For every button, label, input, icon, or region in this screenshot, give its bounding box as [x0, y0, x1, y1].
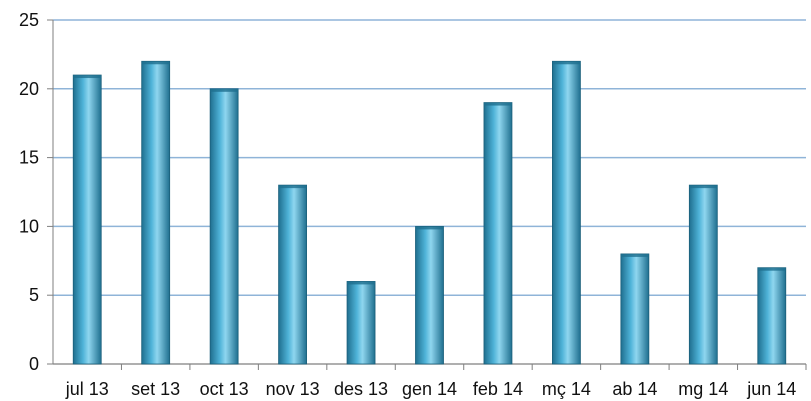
bars: [72, 60, 787, 365]
bar-jun-14: [757, 267, 787, 365]
y-tick-label: 10: [19, 216, 39, 236]
x-tick-label: jun 14: [746, 379, 796, 399]
x-tick-label: mg 14: [678, 379, 728, 399]
y-tick-label: 5: [29, 285, 39, 305]
x-tick-label: mç 14: [542, 379, 591, 399]
bar-cap: [347, 281, 376, 285]
y-tick-label: 20: [19, 79, 39, 99]
y-tick-label: 25: [19, 10, 39, 30]
gridlines: [47, 19, 806, 365]
y-tick-label: 15: [19, 148, 39, 168]
bar-cap: [620, 253, 649, 257]
bar-des-13: [346, 281, 376, 365]
bar-jul-13: [72, 74, 102, 365]
x-tick-labels: jul 13 set 13 oct 13 nov 13 des 13 gen 14 feb …: [65, 379, 797, 399]
x-tick-label: oct 13: [200, 379, 249, 399]
bar-cap: [415, 226, 444, 230]
bar-cap: [552, 61, 581, 65]
x-tick-label: feb 14: [473, 379, 523, 399]
bar-cap: [73, 75, 102, 79]
y-tick-labels: 0 5 10 15 20 25: [19, 10, 39, 374]
bar-cap: [210, 88, 239, 92]
bar-nov-13: [278, 184, 307, 365]
bar-cap: [757, 267, 786, 271]
bar-oct-13: [209, 88, 239, 365]
bar-ab-14: [620, 253, 650, 365]
bar-mç-14: [552, 60, 581, 365]
bar-mg-14: [688, 184, 718, 365]
x-tick-label: nov 13: [266, 379, 320, 399]
x-tick-label: ab 14: [612, 379, 657, 399]
bar-gen-14: [415, 225, 444, 365]
x-tick-label: des 13: [334, 379, 388, 399]
x-tick-label: gen 14: [402, 379, 457, 399]
bar-feb-14: [483, 102, 513, 365]
bar-cap: [483, 102, 512, 106]
x-tick-label: jul 13: [65, 379, 109, 399]
bar-cap: [141, 61, 170, 65]
bar-cap: [278, 185, 307, 189]
bar-cap: [689, 185, 718, 189]
bar-set-13: [141, 60, 171, 365]
x-tick-label: set 13: [131, 379, 180, 399]
y-tick-label: 0: [29, 354, 39, 374]
